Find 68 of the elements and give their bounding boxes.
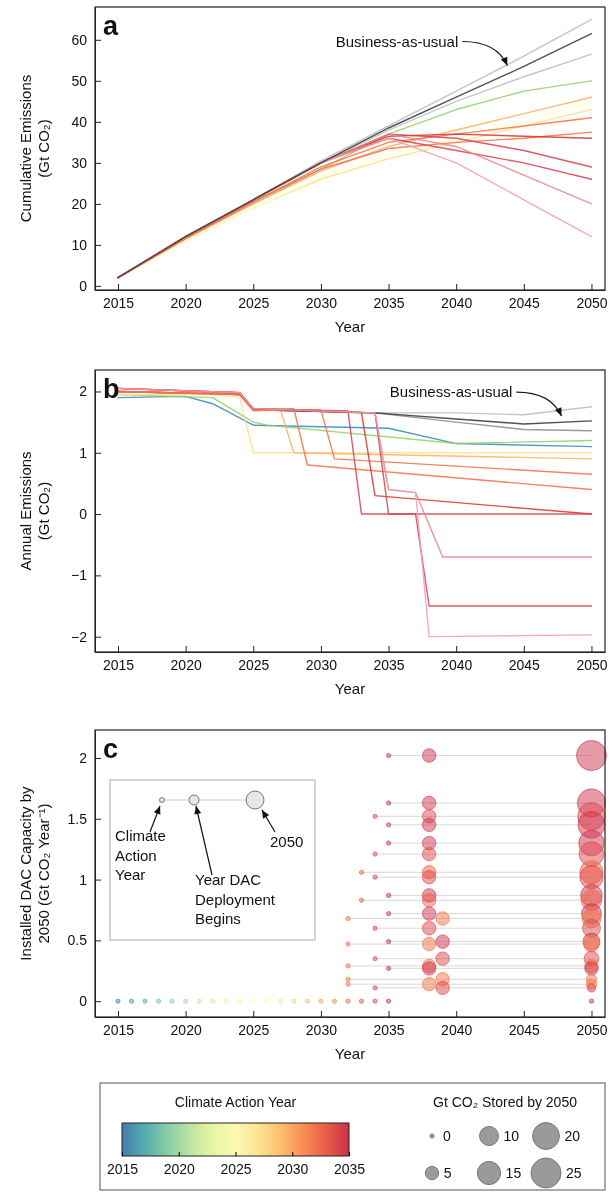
annotation: 2050 <box>270 833 304 850</box>
x-axis-title: Year <box>334 1045 366 1062</box>
x-tick-label: 2030 <box>305 656 338 673</box>
y-axis-title: Installed DAC Capacity by 2050 (Gt CO₂ Year⁻¹) <box>17 785 52 961</box>
color-bar-label: 2035 <box>333 1160 366 1177</box>
y-tick-label: −1 <box>71 567 88 584</box>
x-tick-label: 2025 <box>238 294 270 311</box>
x-tick-label: 2050 <box>576 1021 608 1038</box>
x-axis-title: Year <box>334 680 366 697</box>
x-tick-label: 2045 <box>508 656 541 673</box>
y-tick-label: 20 <box>71 195 88 212</box>
y-tick-label: 1 <box>79 871 88 888</box>
x-tick-label: 2020 <box>170 656 202 673</box>
color-bar-title: Climate Action Year <box>174 1094 297 1110</box>
x-tick-label: 2020 <box>170 294 202 311</box>
x-tick-label: 2030 <box>305 294 338 311</box>
x-tick-label: 2035 <box>373 656 405 673</box>
y-tick-label: −2 <box>71 628 88 645</box>
x-tick-label: 2035 <box>373 294 405 311</box>
annotation: Business-as-usual <box>335 32 459 50</box>
y-tick-label: 50 <box>71 72 88 89</box>
x-tick-label: 2045 <box>508 294 541 311</box>
x-tick-label: 2025 <box>238 656 270 673</box>
x-tick-label: 2015 <box>102 656 135 673</box>
x-tick-label: 2015 <box>102 294 135 311</box>
y-tick-label: 0 <box>79 277 88 294</box>
x-tick-label: 2050 <box>576 294 608 311</box>
chart-title: c <box>103 734 119 764</box>
chart-title: b <box>103 374 120 404</box>
x-tick-label: 2040 <box>441 294 473 311</box>
y-axis-title: Annual Emissions (Gt CO₂) <box>17 451 52 571</box>
annotation: Year DAC Deployment Begins <box>195 871 276 927</box>
y-tick-label: 0 <box>79 506 88 523</box>
y-tick-label: 2 <box>79 749 88 766</box>
y-tick-label: 30 <box>71 154 88 171</box>
y-tick-label: 1 <box>79 444 88 461</box>
color-bar-label: 2015 <box>106 1160 139 1177</box>
y-tick-label: 2 <box>79 383 88 400</box>
x-tick-label: 2025 <box>238 1021 270 1038</box>
y-tick-label: 40 <box>71 113 88 130</box>
legend-label: 10 <box>503 1128 520 1144</box>
y-tick-label: 0.5 <box>67 932 88 949</box>
x-tick-label: 2030 <box>305 1021 338 1038</box>
x-tick-label: 2035 <box>373 1021 405 1038</box>
annotation: Business-as-usual <box>389 383 513 401</box>
legend-label: 20 <box>564 1128 581 1144</box>
y-axis-title: Cumulative Emissions (Gt CO₂) <box>17 74 52 223</box>
annotation: Climate Action Year <box>115 827 166 883</box>
x-tick-label: 2040 <box>441 1021 473 1038</box>
legend-title: Gt CO₂ Stored by 2050 <box>433 1094 578 1110</box>
legend-label: 0 <box>443 1128 451 1144</box>
y-tick-label: 1.5 <box>67 810 88 827</box>
x-tick-label: 2045 <box>508 1021 541 1038</box>
x-tick-label: 2020 <box>170 1021 202 1038</box>
color-bar-label: 2025 <box>220 1160 252 1177</box>
chart-title: a <box>103 11 119 41</box>
legend-label: 15 <box>505 1165 522 1181</box>
y-tick-label: 10 <box>71 236 88 253</box>
x-tick-label: 2050 <box>576 656 608 673</box>
color-bar-label: 2020 <box>163 1160 196 1177</box>
x-axis-title: Year <box>334 318 366 335</box>
y-tick-label: 60 <box>71 31 88 48</box>
legend-label: 5 <box>443 1165 452 1181</box>
legend-label: 25 <box>566 1165 582 1181</box>
color-bar-label: 2030 <box>277 1160 309 1177</box>
x-tick-label: 2015 <box>102 1021 135 1038</box>
x-tick-label: 2040 <box>441 656 473 673</box>
y-tick-label: 0 <box>79 993 88 1010</box>
